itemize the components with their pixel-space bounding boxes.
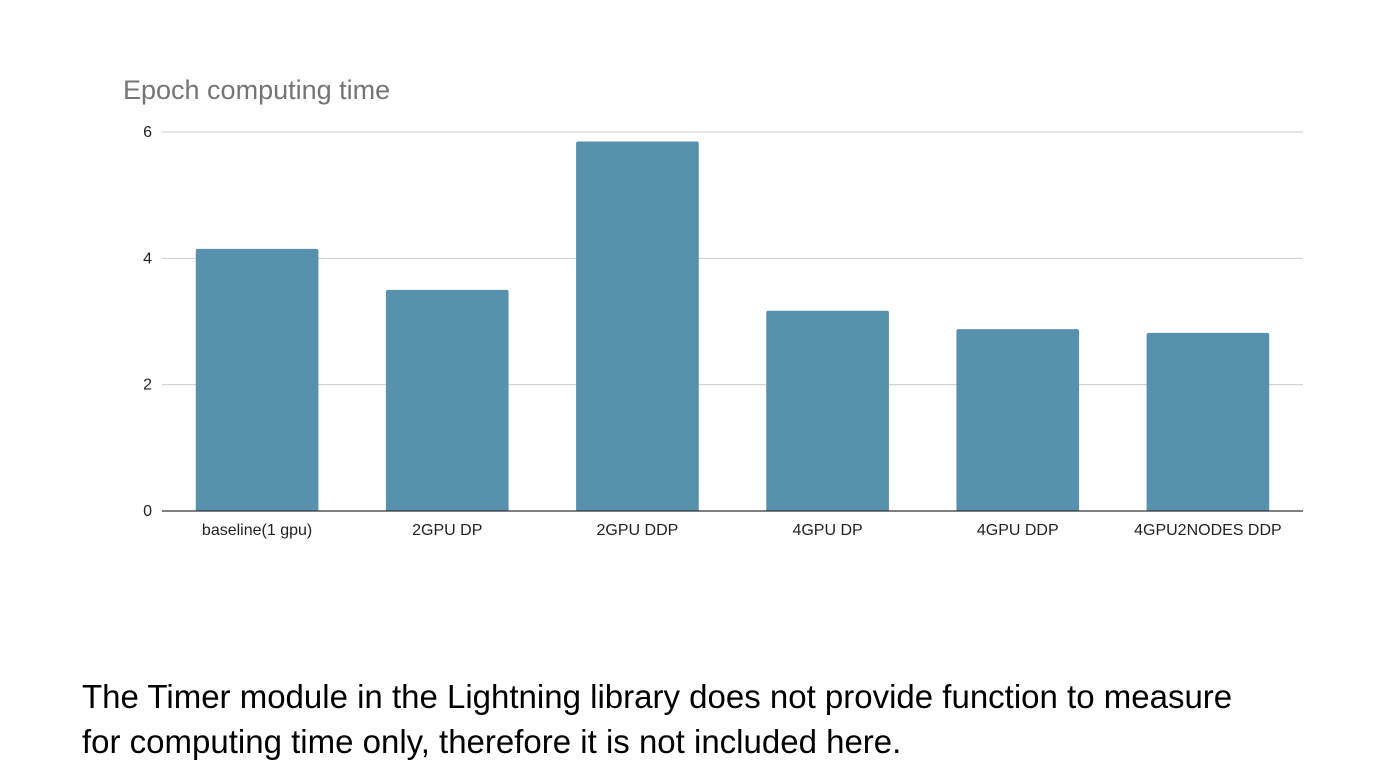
x-tick-label: baseline(1 gpu) xyxy=(202,522,312,539)
bar xyxy=(1146,332,1270,511)
axes: 0 2 4 6 baseline(1 gpu) 2GPU DP 2GPU DDP 4GPU D… xyxy=(143,124,1303,539)
bar xyxy=(195,248,319,511)
y-tick-label: 0 xyxy=(143,503,152,520)
x-tick-label: 4GPU2NODES DDP xyxy=(1134,522,1282,539)
x-tick-label: 2GPU DDP xyxy=(597,522,679,539)
bar xyxy=(576,141,699,511)
y-tick-label: 2 xyxy=(143,377,152,394)
y-tick-label: 4 xyxy=(143,250,152,267)
bar xyxy=(766,310,889,511)
caption: The Timer module in the Lightning librar… xyxy=(82,674,1382,764)
x-tick-label: 4GPU DDP xyxy=(977,522,1059,539)
x-tick-label: 2GPU DP xyxy=(412,522,482,539)
chart-title: Epoch computing time xyxy=(123,75,390,105)
x-tick-label: 4GPU DP xyxy=(792,522,862,539)
chart: Epoch computing time 0 2 4 6 baseline(1 gpu)… xyxy=(123,75,1303,539)
gridlines xyxy=(162,131,1303,386)
bars xyxy=(195,141,1270,511)
y-tick-label: 6 xyxy=(143,124,152,141)
bar xyxy=(385,289,509,511)
bar xyxy=(956,329,1080,511)
caption-line-1: The Timer module in the Lightning librar… xyxy=(82,678,1233,715)
caption-line-2: for computing time only, therefore it is… xyxy=(82,723,902,760)
